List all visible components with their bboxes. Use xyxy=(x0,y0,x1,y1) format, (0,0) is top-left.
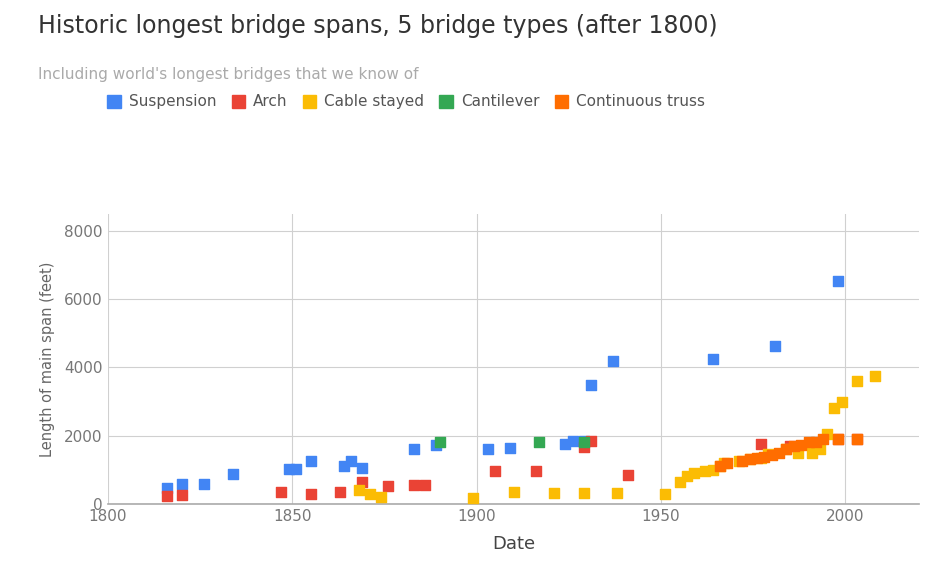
Suspension xyxy=(503,443,518,452)
Arch xyxy=(406,481,421,490)
Y-axis label: Length of main span (feet): Length of main span (feet) xyxy=(40,261,55,457)
Continuous truss xyxy=(742,455,757,464)
Cable stayed xyxy=(698,467,713,476)
Suspension xyxy=(289,465,304,474)
Continuous truss xyxy=(830,434,845,444)
Continuous truss xyxy=(794,441,809,450)
Cable stayed xyxy=(679,471,694,481)
Continuous truss xyxy=(720,458,735,467)
Suspension xyxy=(159,484,174,493)
Suspension xyxy=(558,439,573,449)
Continuous truss xyxy=(734,456,749,466)
Arch xyxy=(620,470,635,479)
Cable stayed xyxy=(790,448,805,457)
Arch xyxy=(333,488,348,497)
Suspension xyxy=(705,354,720,363)
Arch xyxy=(782,441,797,450)
Cable stayed xyxy=(713,461,728,471)
Cable stayed xyxy=(506,488,521,497)
Cable stayed xyxy=(576,489,591,498)
X-axis label: Date: Date xyxy=(492,536,535,554)
Arch xyxy=(583,436,598,445)
Suspension xyxy=(174,479,189,489)
Arch xyxy=(355,478,370,487)
Continuous truss xyxy=(749,453,764,463)
Text: Historic longest bridge spans, 5 bridge types (after 1800): Historic longest bridge spans, 5 bridge … xyxy=(38,14,718,38)
Arch xyxy=(159,491,174,500)
Cable stayed xyxy=(465,493,480,502)
Arch xyxy=(174,490,189,500)
Arch xyxy=(849,434,864,444)
Arch xyxy=(528,467,543,476)
Continuous truss xyxy=(764,450,779,460)
Continuous truss xyxy=(779,445,794,454)
Suspension xyxy=(830,277,845,286)
Cable stayed xyxy=(658,489,673,499)
Arch xyxy=(753,439,768,449)
Suspension xyxy=(565,436,580,445)
Legend: Suspension, Arch, Cable stayed, Cantilever, Continuous truss: Suspension, Arch, Cable stayed, Cantilev… xyxy=(107,94,705,109)
Cable stayed xyxy=(610,489,625,498)
Cable stayed xyxy=(672,477,687,486)
Cable stayed xyxy=(805,448,820,457)
Cable stayed xyxy=(820,429,835,438)
Continuous truss xyxy=(757,452,772,461)
Suspension xyxy=(355,463,370,472)
Cable stayed xyxy=(731,456,746,466)
Cable stayed xyxy=(753,453,768,463)
Cable stayed xyxy=(834,397,849,406)
Cable stayed xyxy=(547,489,562,498)
Arch xyxy=(830,434,845,444)
Cable stayed xyxy=(362,490,377,499)
Suspension xyxy=(337,461,352,471)
Cable stayed xyxy=(351,486,366,495)
Continuous truss xyxy=(772,448,787,457)
Suspension xyxy=(583,380,598,389)
Arch xyxy=(488,467,503,476)
Cable stayed xyxy=(849,376,864,386)
Cable stayed xyxy=(705,465,720,474)
Suspension xyxy=(429,441,444,450)
Continuous truss xyxy=(816,434,831,444)
Suspension xyxy=(406,445,421,454)
Continuous truss xyxy=(809,437,824,446)
Suspension xyxy=(303,456,318,466)
Cable stayed xyxy=(761,450,776,459)
Cable stayed xyxy=(868,372,883,381)
Arch xyxy=(274,488,289,497)
Cantilever xyxy=(532,438,547,447)
Arch xyxy=(381,481,396,490)
Continuous truss xyxy=(849,434,864,444)
Suspension xyxy=(606,356,621,365)
Suspension xyxy=(196,479,211,489)
Suspension xyxy=(576,436,591,445)
Cable stayed xyxy=(717,458,732,467)
Arch xyxy=(576,442,591,451)
Continuous truss xyxy=(786,441,801,450)
Cantilever xyxy=(432,438,447,447)
Suspension xyxy=(226,470,241,479)
Cable stayed xyxy=(812,445,827,454)
Continuous truss xyxy=(713,461,728,471)
Cable stayed xyxy=(827,404,842,413)
Arch xyxy=(303,490,318,499)
Cable stayed xyxy=(373,492,388,501)
Suspension xyxy=(281,465,296,474)
Text: Including world's longest bridges that we know of: Including world's longest bridges that w… xyxy=(38,67,418,82)
Suspension xyxy=(768,342,783,351)
Suspension xyxy=(480,445,495,454)
Suspension xyxy=(343,456,358,465)
Cable stayed xyxy=(779,445,794,454)
Cable stayed xyxy=(687,468,702,478)
Cantilever xyxy=(576,438,591,447)
Arch xyxy=(417,481,432,490)
Cable stayed xyxy=(742,455,757,464)
Continuous truss xyxy=(801,438,816,447)
